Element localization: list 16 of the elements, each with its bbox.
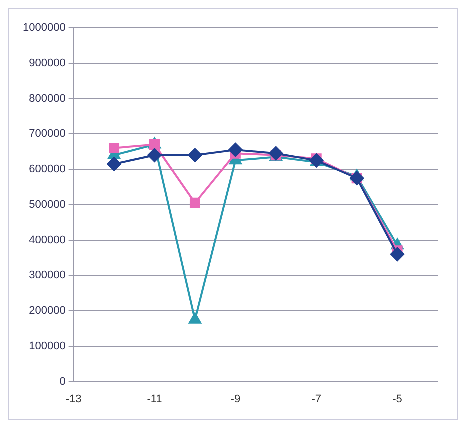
x-tick-label: -9 bbox=[230, 393, 241, 406]
x-tick-label: -11 bbox=[147, 393, 162, 406]
y-tick-label: 300000 bbox=[29, 270, 66, 282]
y-tick-label: 400000 bbox=[29, 234, 66, 246]
y-tick-label: 700000 bbox=[29, 128, 66, 140]
y-tick-label: 100000 bbox=[29, 340, 66, 352]
x-tick-label: -13 bbox=[66, 393, 82, 406]
y-tick-label: 900000 bbox=[29, 57, 66, 70]
y-tick-label: 800000 bbox=[29, 92, 66, 105]
x-tick-label: -5 bbox=[392, 393, 402, 406]
y-tick-label: 600000 bbox=[29, 164, 66, 176]
y-tick-label: 200000 bbox=[29, 305, 66, 318]
y-tick-label: 0 bbox=[60, 376, 66, 388]
y-tick-label: 500000 bbox=[29, 198, 66, 211]
y-tick-label: 1000000 bbox=[22, 22, 66, 34]
x-tick-label: -7 bbox=[312, 393, 322, 406]
